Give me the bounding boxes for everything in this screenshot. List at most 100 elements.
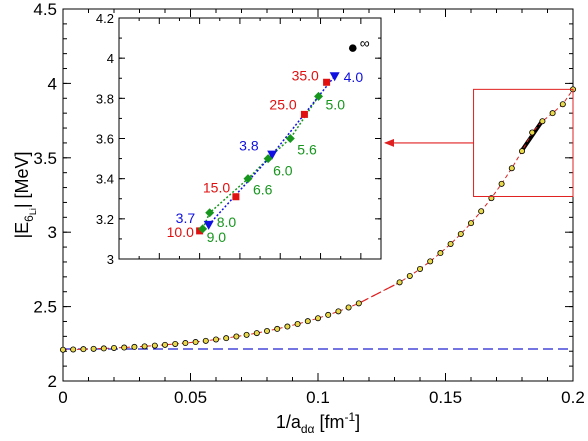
inset-point-label: 8.0 (217, 214, 237, 230)
inset-point-labels: 10.0 15.0 25.0 35.0 3.7 3.8 4.0 9.08.0 6.66.05.6… (167, 35, 370, 245)
data-point (192, 339, 199, 346)
inset-point-label: 6.0 (273, 163, 293, 179)
inset-black-circle (348, 44, 357, 52)
data-point (111, 344, 118, 351)
data-point (559, 101, 566, 108)
main-tick-labels: 0 0.05 0.1 0.15 0.2 2 2.5 3 3.5 4 4.5 (33, 0, 584, 407)
inset-plot: 3 3.2 3.4 3.6 3.8 4 4.2 10.0 15.0 25.0 35.0 3.7 3.8… (96, 11, 382, 267)
data-point (416, 265, 423, 272)
data-point (447, 240, 454, 247)
data-point (406, 272, 413, 279)
data-point (172, 340, 179, 347)
inset-green-diamond (205, 208, 215, 218)
inset-y-tick-label: 3.4 (96, 172, 114, 187)
inset-tick-labels: 3 3.2 3.4 3.6 3.8 4 4.2 (96, 11, 114, 267)
main-plot: 0 0.05 0.1 0.15 0.2 2 2.5 3 3.5 4 4.5 (33, 0, 584, 407)
y-axis-title: |E6Li| [MeV] (12, 151, 38, 238)
inset-point-label: 3.7 (176, 210, 196, 226)
data-point (70, 346, 77, 353)
data-point (233, 333, 240, 340)
x-tick-label: 0.2 (561, 388, 585, 407)
data-point (223, 335, 230, 342)
inset-point-label: 35.0 (292, 67, 319, 83)
inset-red-square (232, 193, 240, 201)
data-point (274, 325, 281, 332)
data-point (529, 129, 536, 136)
x-axis-title: 1/adα [fm-1] (276, 410, 360, 436)
data-point (131, 343, 138, 350)
data-point (151, 342, 158, 349)
inset-green-diamond (285, 134, 295, 143)
inset-blue-triangle (329, 72, 340, 82)
inset-point-label: 10.0 (167, 224, 194, 240)
inset-series (196, 44, 357, 235)
inset-point-label: 9.0 (207, 229, 227, 245)
data-point (243, 331, 250, 338)
inset-y-tick-label: 3 (107, 252, 114, 267)
y-tick-label: 2.5 (33, 298, 57, 317)
data-point (253, 330, 260, 337)
main-ticks (62, 8, 574, 382)
inset-plot-frame (118, 17, 382, 260)
data-point (141, 343, 148, 350)
x-tick-label: 0.1 (306, 388, 330, 407)
inset-green-diamond (263, 154, 273, 164)
inset-green-diamond (243, 174, 253, 184)
data-point (121, 344, 128, 351)
main-series (60, 86, 577, 353)
data-point (508, 165, 515, 172)
data-point (396, 279, 403, 286)
inset-ticks (118, 17, 382, 260)
inset-point-label: 15.0 (203, 180, 230, 196)
inset-y-tick-label: 4.2 (96, 11, 114, 26)
inset-y-tick-label: 3.6 (96, 132, 114, 147)
inset-point-label: 25.0 (269, 96, 296, 112)
data-point (325, 311, 332, 318)
data-point (437, 250, 444, 257)
inset-y-tick-label: 4 (107, 51, 114, 66)
data-point (335, 308, 342, 315)
inset-red-square (196, 227, 204, 235)
y-tick-label: 3.5 (33, 149, 57, 168)
inset-blue-triangle (267, 150, 278, 160)
inset-green-diamond (314, 91, 324, 101)
inset-point-label: 4.0 (344, 69, 364, 85)
x-tick-label: 0.05 (174, 388, 207, 407)
y-tick-label: 3 (48, 223, 57, 242)
data-point (80, 346, 87, 353)
inset-red-square (323, 78, 331, 86)
inset-point-label: 6.6 (253, 182, 273, 198)
inset-blue-triangle (203, 220, 214, 230)
inset-point-label: ∞ (360, 35, 370, 51)
data-point (519, 148, 526, 155)
data-point (182, 340, 189, 347)
data-point (60, 346, 67, 353)
inset-point-label: 5.6 (297, 142, 317, 158)
data-point (212, 336, 219, 343)
inset-y-tick-label: 3.2 (96, 212, 114, 227)
data-point (549, 110, 556, 117)
data-point (161, 341, 168, 348)
inset-blue-trend (208, 75, 336, 226)
zoom-box (473, 88, 574, 197)
data-point (202, 337, 209, 344)
inset-red-square (300, 110, 308, 118)
inset-point-label: 5.0 (326, 96, 346, 112)
data-point (284, 323, 291, 330)
inset-y-tick-label: 3.8 (96, 91, 114, 106)
data-point (467, 220, 474, 227)
data-point (539, 118, 546, 125)
data-point (457, 230, 464, 237)
data-point (100, 345, 107, 352)
data-point (314, 315, 321, 322)
data-point (355, 300, 362, 307)
y-tick-label: 4.5 (33, 0, 57, 19)
inset-point-label: 3.8 (239, 138, 259, 154)
data-point (90, 345, 97, 352)
data-point (304, 318, 311, 325)
inset-green-diamond (198, 224, 208, 234)
data-point (478, 208, 485, 215)
data-point (427, 258, 434, 265)
data-point (263, 328, 270, 335)
